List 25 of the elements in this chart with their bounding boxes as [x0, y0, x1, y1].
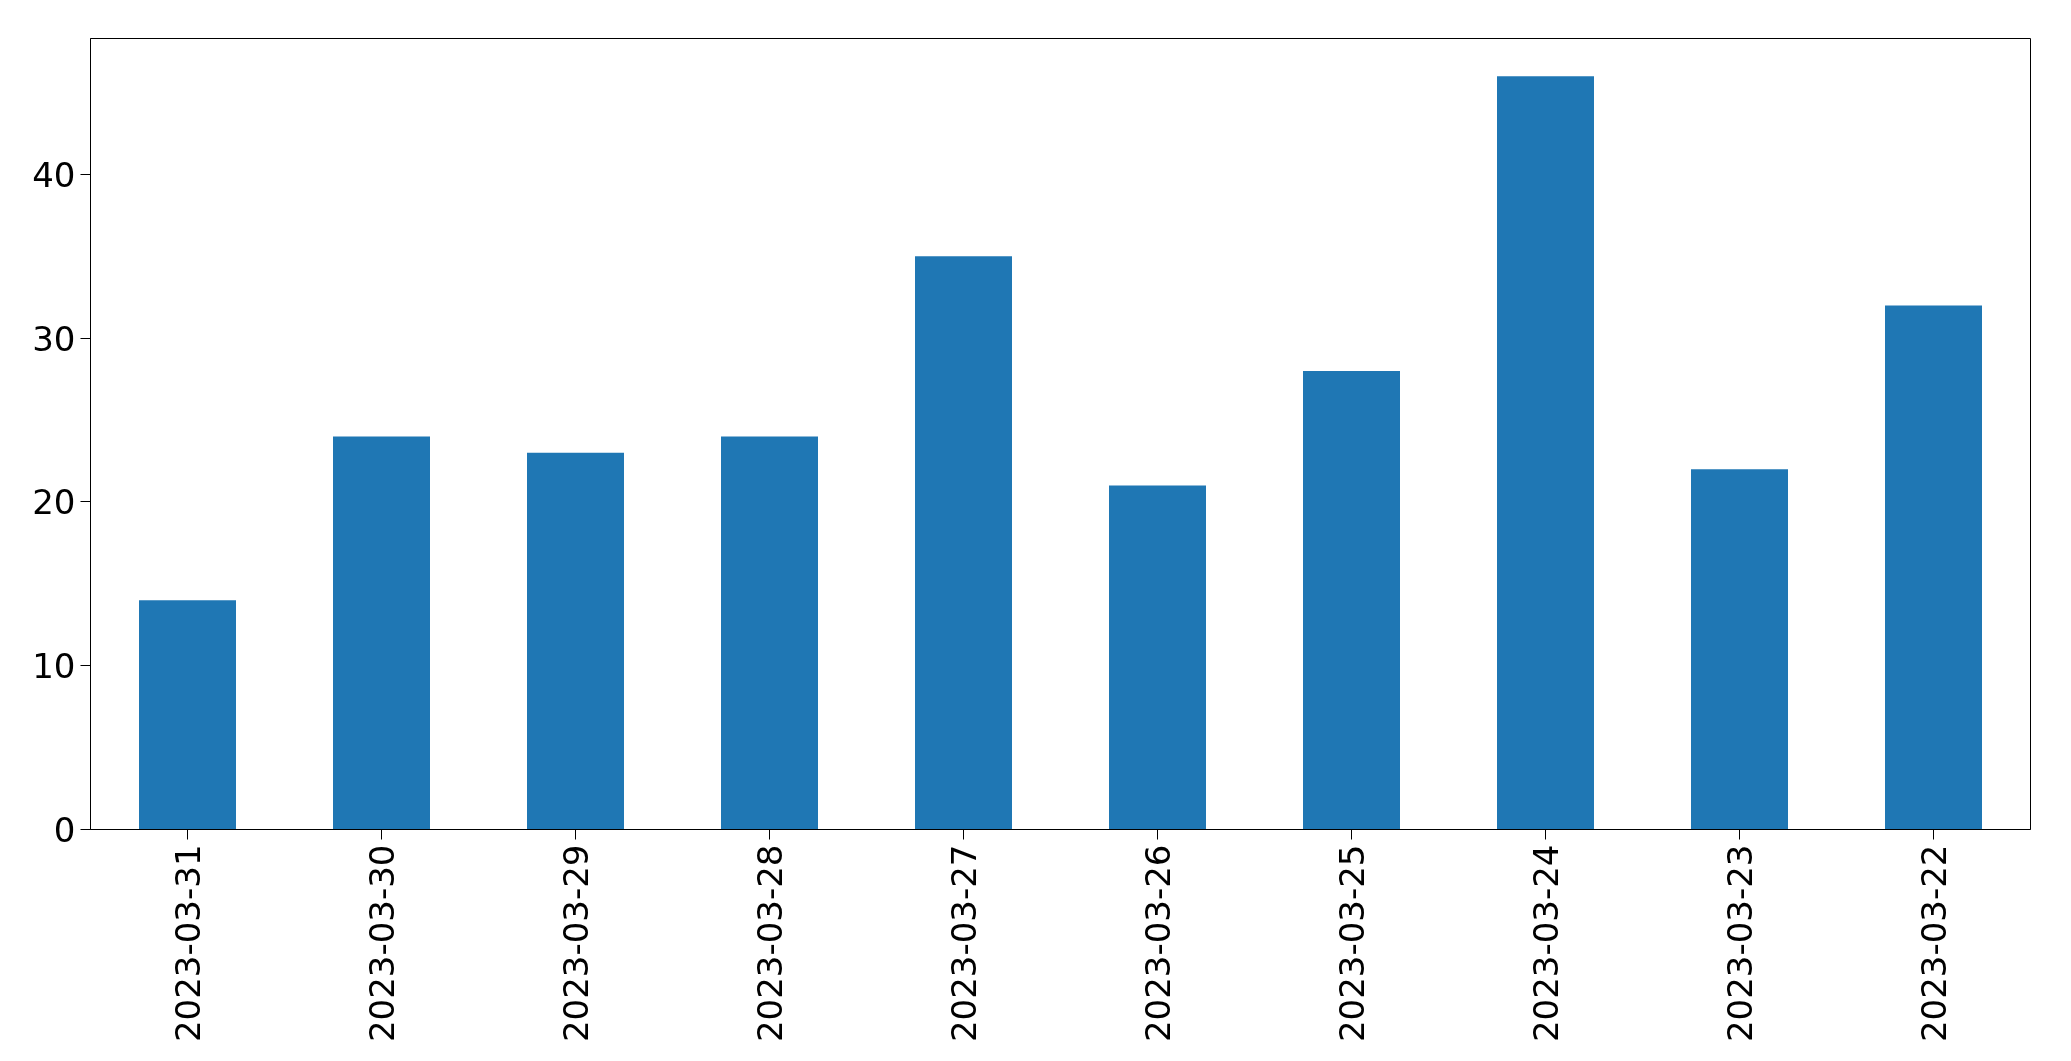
x-tick-label: 2023-03-24	[1526, 844, 1566, 1043]
y-tick-label: 0	[53, 810, 76, 850]
y-tick-label: 30	[32, 318, 76, 359]
y-tick-label: 20	[32, 482, 76, 523]
bar	[139, 600, 236, 830]
x-tick-label: 2023-03-31	[168, 844, 208, 1043]
y-tick-label: 40	[32, 154, 76, 195]
x-tick-label: 2023-03-22	[1914, 844, 1954, 1043]
x-tick-label: 2023-03-30	[362, 844, 402, 1043]
bar	[1885, 305, 1982, 830]
x-tick-label: 2023-03-26	[1138, 844, 1178, 1043]
bar	[1303, 370, 1400, 830]
x-tick-label: 2023-03-23	[1720, 844, 1760, 1043]
x-tick-label: 2023-03-28	[750, 844, 790, 1043]
bar	[527, 452, 624, 830]
x-tick-label: 2023-03-29	[556, 844, 596, 1043]
x-tick-label: 2023-03-25	[1332, 844, 1372, 1043]
y-tick-label: 10	[32, 646, 76, 687]
bar	[1497, 76, 1594, 830]
bar	[915, 256, 1012, 830]
bar	[721, 436, 818, 830]
bar	[1691, 469, 1788, 830]
x-tick-label: 2023-03-27	[944, 844, 984, 1043]
bar	[333, 436, 430, 830]
bar	[1109, 485, 1206, 830]
